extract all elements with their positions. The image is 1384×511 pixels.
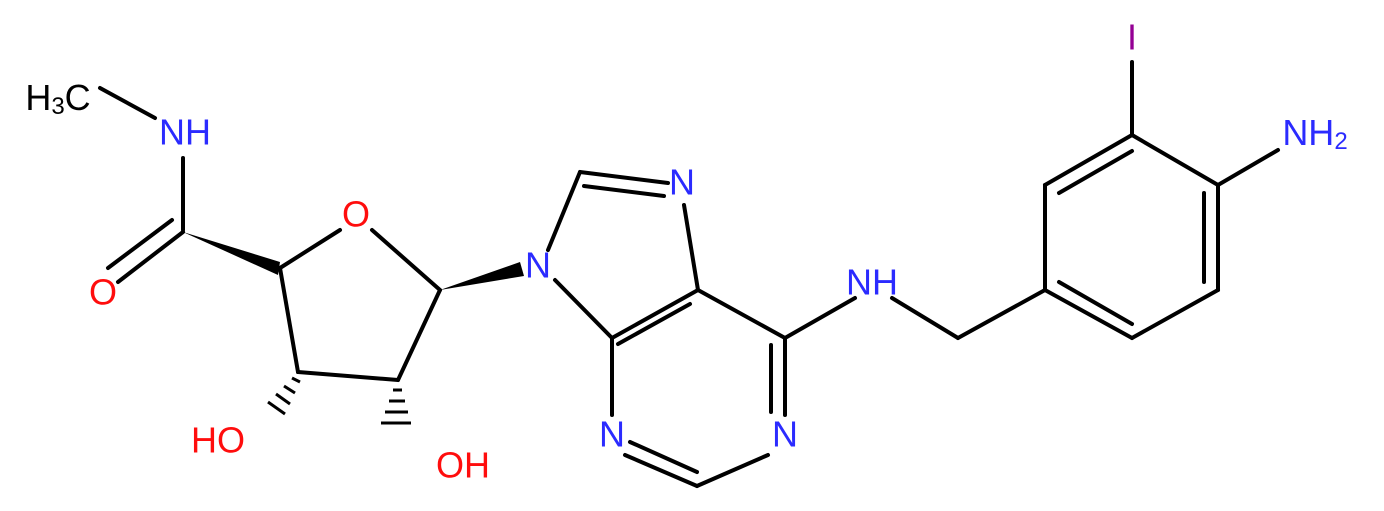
atom-label: NH [846,262,898,303]
atom-subscript: 3 [51,93,64,120]
atom-label: HO [191,420,245,461]
atom-subscript: 2 [1334,128,1347,155]
atom-label: NH2 [1282,112,1347,156]
atom-label: I [1127,17,1137,58]
atom-text: C [65,77,91,118]
atom-label: N [669,162,695,203]
bonds [98,60,1280,488]
atom-label: NH [159,112,211,153]
atom-label: N [772,414,798,455]
atom-label: N [599,414,625,455]
wedge [440,262,524,290]
atom-text: H [25,77,51,118]
atom-label: OH [436,445,490,486]
wedge [183,232,280,275]
atom-label: H3C [25,77,90,121]
atom-label: N [525,245,551,286]
hash [267,376,411,425]
atom-label: O [342,194,370,235]
atom-text: NH [1282,112,1334,153]
atom-labels: H3C NH O O N N NH N N HO OH I NH2 [25,17,1347,486]
atom-label: O [89,272,117,313]
